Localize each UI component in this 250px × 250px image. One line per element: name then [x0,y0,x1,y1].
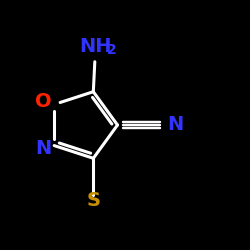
Text: O: O [34,92,51,112]
Text: 2: 2 [106,43,116,57]
Text: N: N [35,138,51,158]
Text: S: S [86,191,100,210]
Text: NH: NH [79,37,112,56]
Text: N: N [167,116,183,134]
